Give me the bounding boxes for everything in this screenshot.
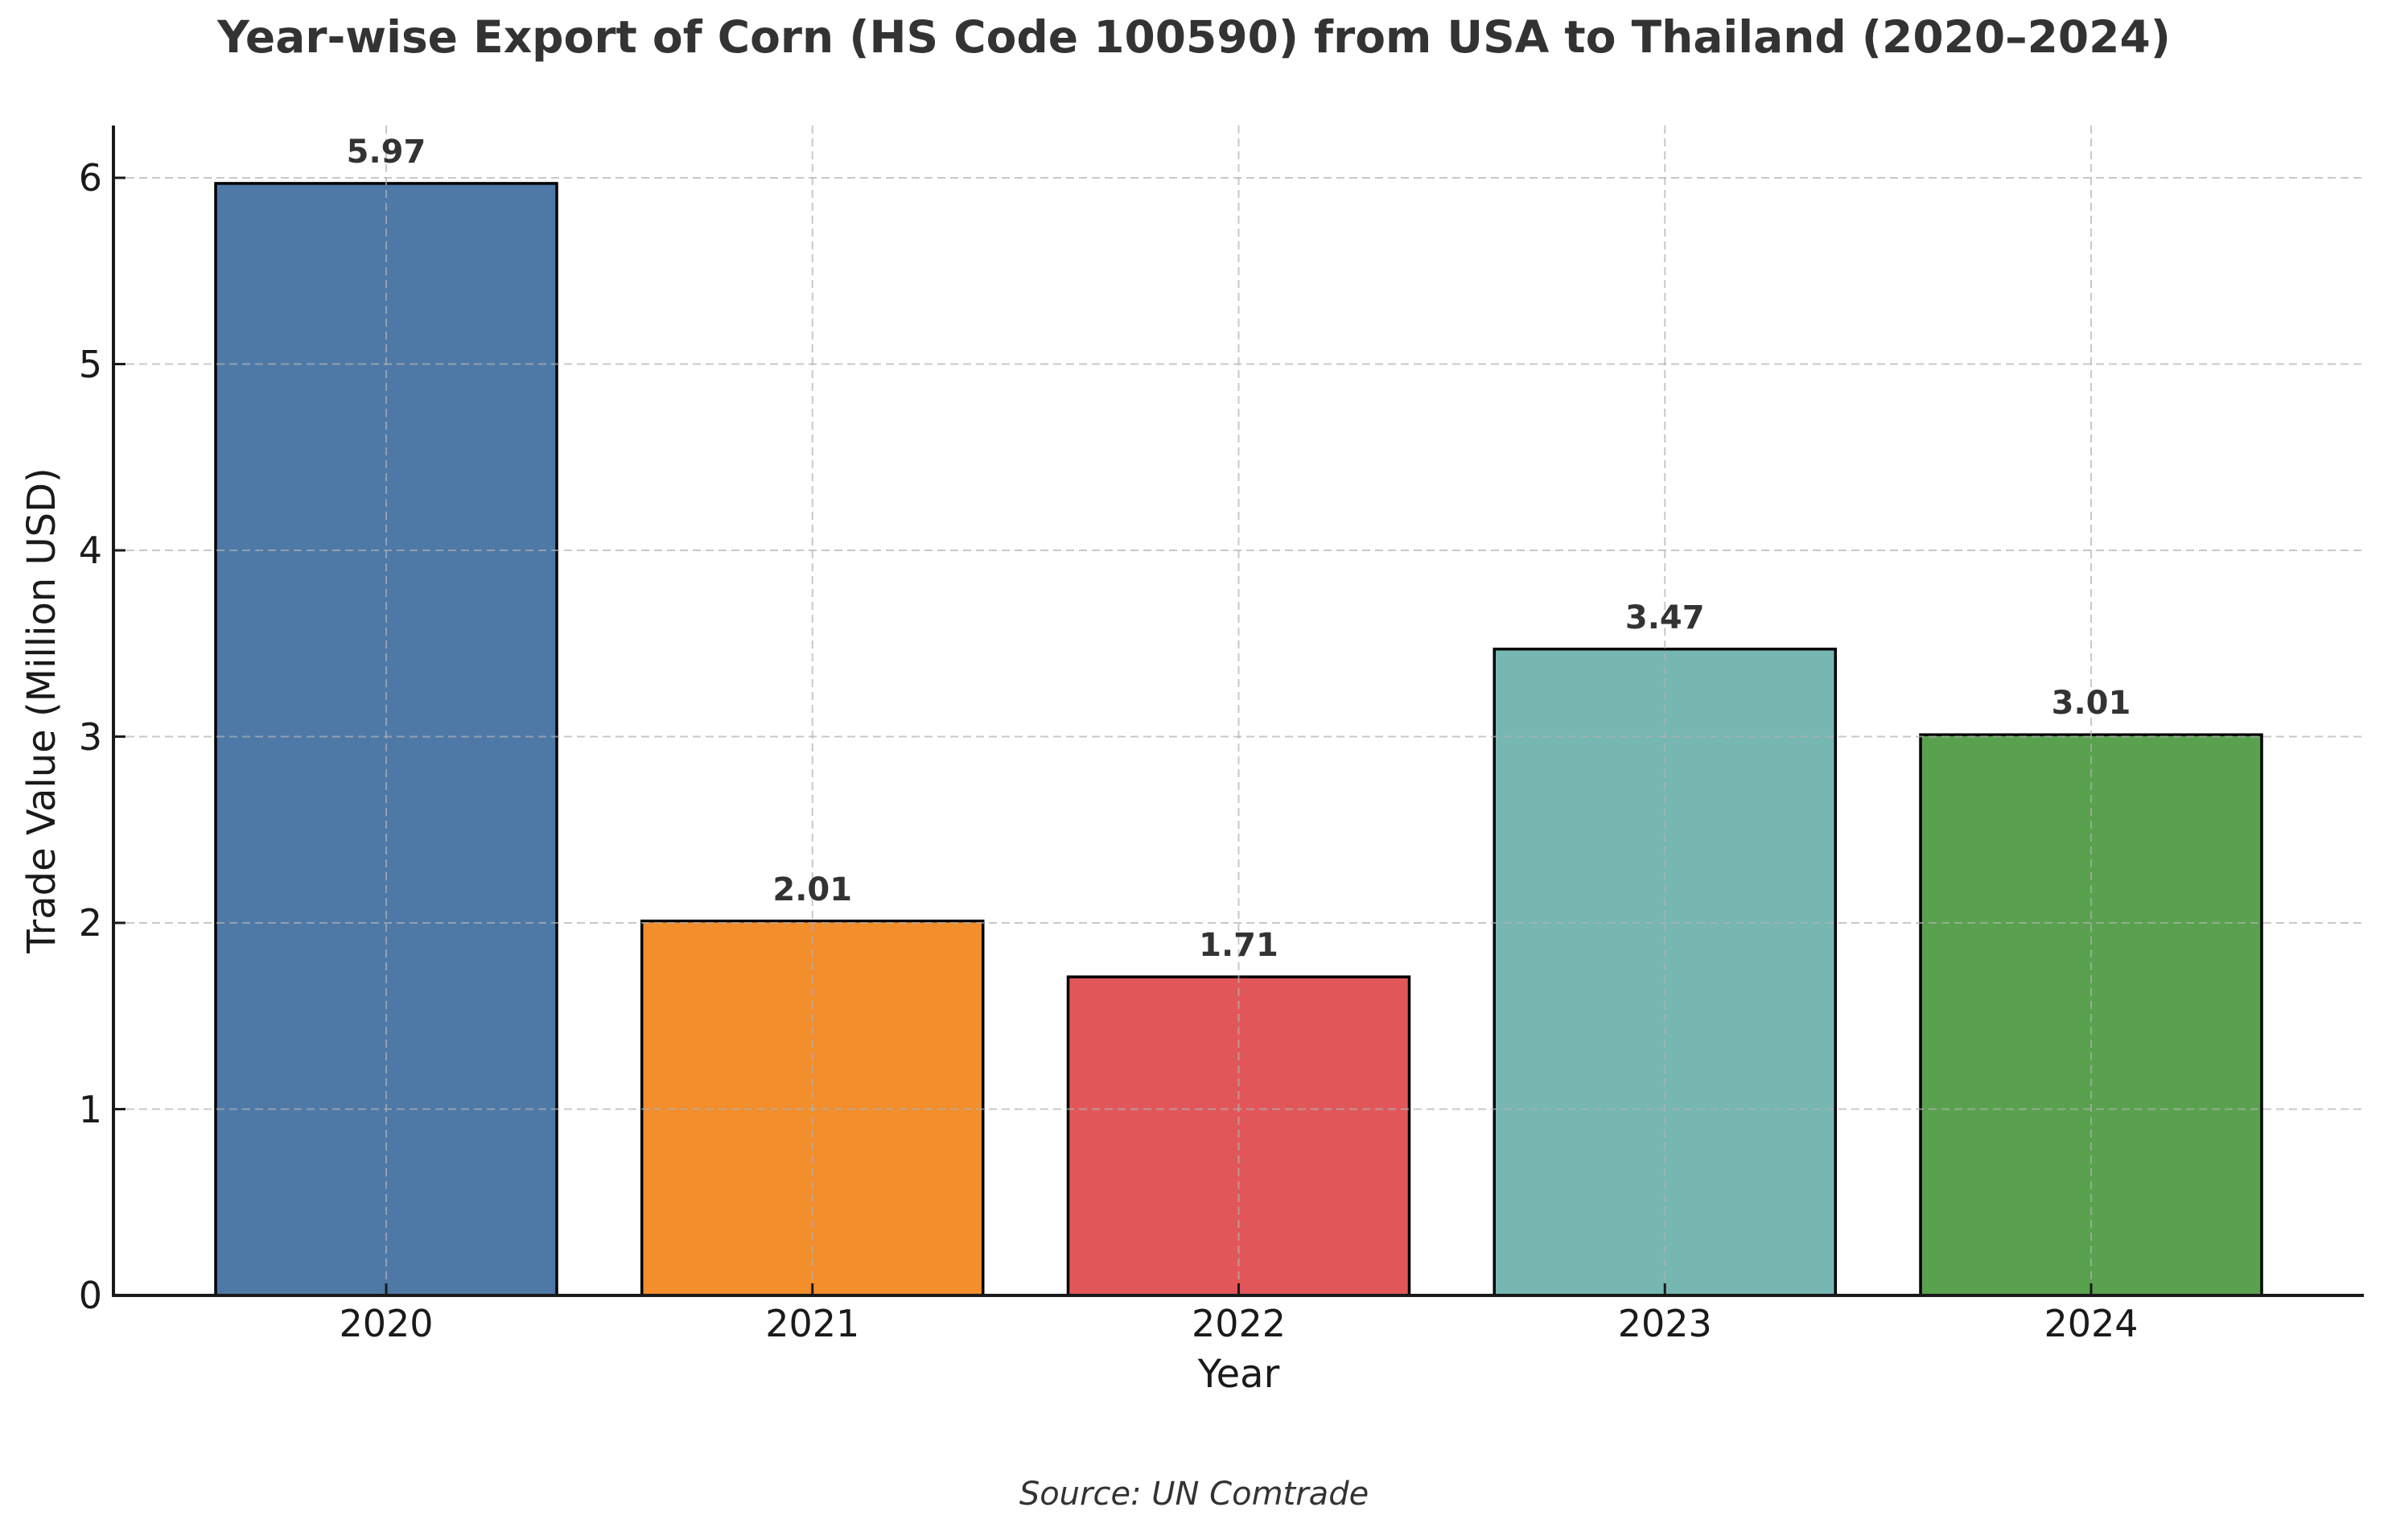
- chart-title: Year-wise Export of Corn (HS Code 100590…: [217, 11, 2171, 63]
- y-tick-label: 4: [78, 529, 102, 572]
- y-tick-label: 0: [78, 1274, 102, 1317]
- bar-value-label: 3.01: [2051, 685, 2131, 723]
- axes: [112, 126, 2364, 1297]
- gridlines: [113, 126, 2364, 1295]
- y-tick-label: 2: [78, 901, 102, 945]
- bar-value-label: 2.01: [772, 871, 853, 908]
- y-tick-label: 1: [78, 1087, 102, 1131]
- y-tick-label: 5: [78, 342, 102, 386]
- x-axis-label: Year: [1197, 1352, 1280, 1397]
- x-tick-label: 2022: [1191, 1302, 1287, 1345]
- source-note: Source: UN Comtrade: [1019, 1476, 1369, 1513]
- x-tick-label: 2020: [339, 1302, 434, 1345]
- x-tick-label: 2023: [1617, 1302, 1712, 1345]
- bar-value-label: 3.47: [1624, 599, 1705, 636]
- bar-value-label: 5.97: [346, 133, 426, 171]
- x-tick-label: 2021: [765, 1302, 860, 1345]
- bar-value-label: 1.71: [1199, 927, 1278, 965]
- y-tick-label: 3: [78, 714, 102, 759]
- y-tick-label: 6: [78, 156, 102, 200]
- x-tick-label: 2024: [2044, 1302, 2139, 1345]
